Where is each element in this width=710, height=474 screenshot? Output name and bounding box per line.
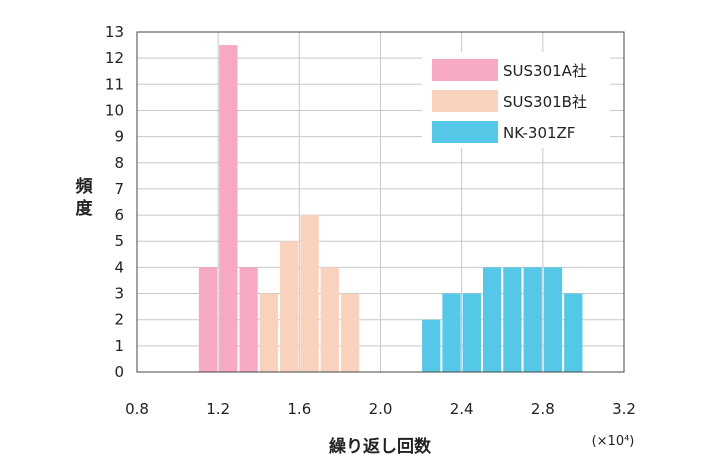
y-tick-label: 0 <box>114 363 124 381</box>
legend-label: SUS301B社 <box>503 93 587 111</box>
x-axis-label: 繰り返し回数 <box>329 436 432 457</box>
bar-SUS301B社-1.6 <box>300 215 319 372</box>
bar-NK-301ZF-2.4 <box>462 293 481 372</box>
x-axis-multiplier: (×10⁴) <box>592 434 635 449</box>
y-tick-label: 11 <box>105 75 124 93</box>
bar-SUS301B社-1.4 <box>259 293 279 372</box>
y-tick-label: 10 <box>105 101 124 119</box>
y-tick-label: 5 <box>114 232 124 250</box>
legend-swatch <box>432 121 498 143</box>
legend-label: NK-301ZF <box>503 124 575 142</box>
x-tick-label: 1.6 <box>287 400 311 418</box>
y-tick-label: 6 <box>114 206 124 224</box>
bar-NK-301ZF-2.2 <box>422 319 441 372</box>
y-tick-label: 4 <box>114 258 124 276</box>
bar-NK-301ZF-2.3 <box>442 293 461 372</box>
legend-swatch <box>432 90 498 112</box>
bar-NK-301ZF-2.8 <box>543 267 563 372</box>
bar-NK-301ZF-2.5 <box>482 267 502 372</box>
y-tick-label: 12 <box>105 49 124 67</box>
y-tick-label: 9 <box>114 128 124 146</box>
y-axis-label-char-2: 度 <box>76 198 94 219</box>
x-tick-label: 0.8 <box>125 400 149 418</box>
y-tick-label: 2 <box>114 311 124 329</box>
bars-group <box>198 45 583 372</box>
bar-NK-301ZF-2.6 <box>503 267 522 372</box>
bar-SUS301A社-1.3 <box>239 267 258 372</box>
x-tick-label: 1.2 <box>206 400 230 418</box>
x-tick-label: 2.8 <box>531 400 555 418</box>
bar-SUS301A社-1.1 <box>198 267 218 372</box>
y-tick-label: 3 <box>114 285 124 303</box>
x-tick-labels: 0.8 1.2 1.6 2.0 2.4 2.8 3.2 <box>125 400 636 418</box>
bar-SUS301B社-1.5 <box>280 241 299 372</box>
x-tick-label: 3.2 <box>612 400 636 418</box>
y-tick-label: 7 <box>114 180 124 198</box>
bar-NK-301ZF-2.9 <box>564 293 583 372</box>
y-tick-label: 8 <box>114 154 124 172</box>
bar-NK-301ZF-2.7 <box>523 267 542 372</box>
x-tick-label: 2.4 <box>450 400 474 418</box>
bar-SUS301A社-1.2 <box>219 45 238 372</box>
y-tick-label: 13 <box>105 23 124 41</box>
bar-SUS301B社-1.7 <box>320 267 339 372</box>
legend: SUS301A社 SUS301B社 NK-301ZF <box>422 52 610 148</box>
y-axis-label-char-1: 頻 <box>75 176 93 197</box>
plot-frame <box>136 31 625 373</box>
bar-SUS301B社-1.8 <box>340 293 360 372</box>
y-tick-label: 1 <box>114 337 124 355</box>
x-tick-label: 2.0 <box>369 400 393 418</box>
legend-label: SUS301A社 <box>503 62 587 80</box>
legend-swatch <box>432 59 498 81</box>
